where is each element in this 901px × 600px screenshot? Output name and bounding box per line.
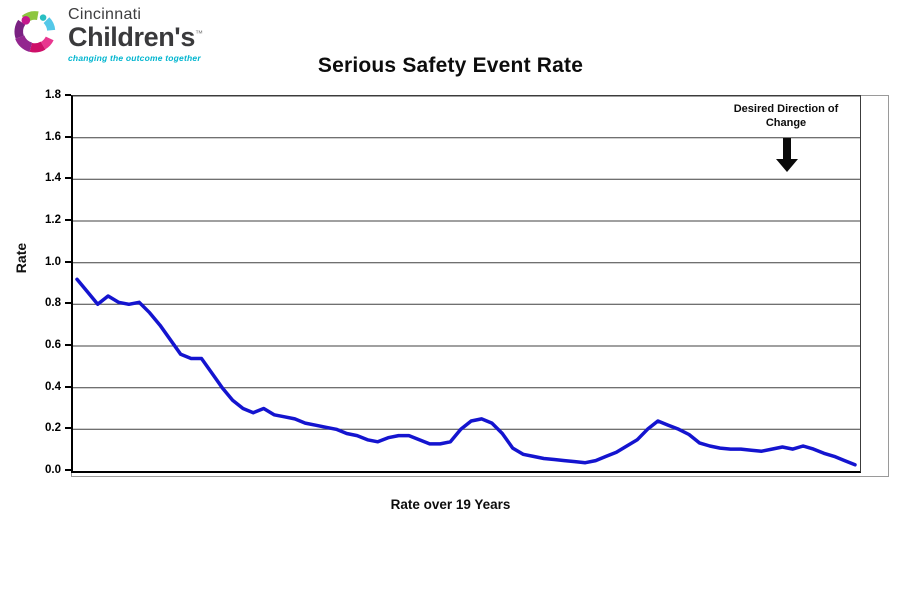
- y-tick-label: 0.0: [45, 464, 61, 476]
- y-tick-label: 0.4: [45, 380, 61, 393]
- logo-word-childrens: Children's™: [68, 22, 203, 52]
- x-axis-title: Rate over 19 Years: [390, 497, 511, 512]
- y-tick-label: 0.2: [45, 422, 61, 435]
- down-arrow-shaft: [783, 138, 791, 159]
- cincinnati-childrens-logo-mark-icon: [14, 11, 56, 53]
- down-arrow-icon: [776, 138, 798, 172]
- y-axis-tick-layer: 0.0 0.2 0.4 0.6 0.8 1.0 1.2 1.4 1.6 1.8: [0, 89, 73, 476]
- line-chart-canvas: [73, 96, 860, 467]
- y-tick-label: 1.4: [45, 172, 61, 185]
- logo-word-cincinnati: Cincinnati: [68, 6, 142, 23]
- y-tick-mark: [65, 219, 71, 221]
- y-tick-mark: [65, 344, 71, 346]
- y-tick-label: 1.6: [45, 130, 61, 143]
- y-tick-mark: [65, 302, 71, 305]
- y-tick-mark: [65, 177, 71, 180]
- y-tick-mark: [65, 135, 71, 138]
- plot-area: Desired Direction of Change: [71, 95, 861, 473]
- down-arrow-head: [776, 159, 798, 172]
- y-tick-mark: [65, 260, 71, 263]
- y-tick-label: 0.6: [45, 339, 61, 351]
- rate-series-line: [75, 277, 857, 467]
- y-tick-label: 0.8: [45, 297, 61, 310]
- y-tick-label: 1.8: [45, 89, 61, 101]
- y-tick-mark: [65, 385, 71, 388]
- y-tick-mark: [65, 427, 71, 430]
- y-axis-title: Rate: [13, 242, 29, 274]
- y-tick-label: 1.2: [45, 214, 61, 226]
- cincinnati-childrens-logo: Cincinnati Children's™ changing the outc…: [8, 3, 203, 63]
- chart-title: Serious Safety Event Rate: [317, 54, 584, 77]
- logo-tagline: changing the outcome together: [68, 53, 201, 63]
- y-tick-label: 1.0: [45, 255, 61, 268]
- trademark-symbol: ™: [194, 29, 203, 38]
- y-tick-mark: [65, 94, 71, 96]
- y-tick-mark: [65, 469, 71, 471]
- logo-text: Cincinnati Children's™ changing the outc…: [68, 3, 203, 63]
- desired-direction-annotation: Desired Direction of Change: [733, 103, 839, 130]
